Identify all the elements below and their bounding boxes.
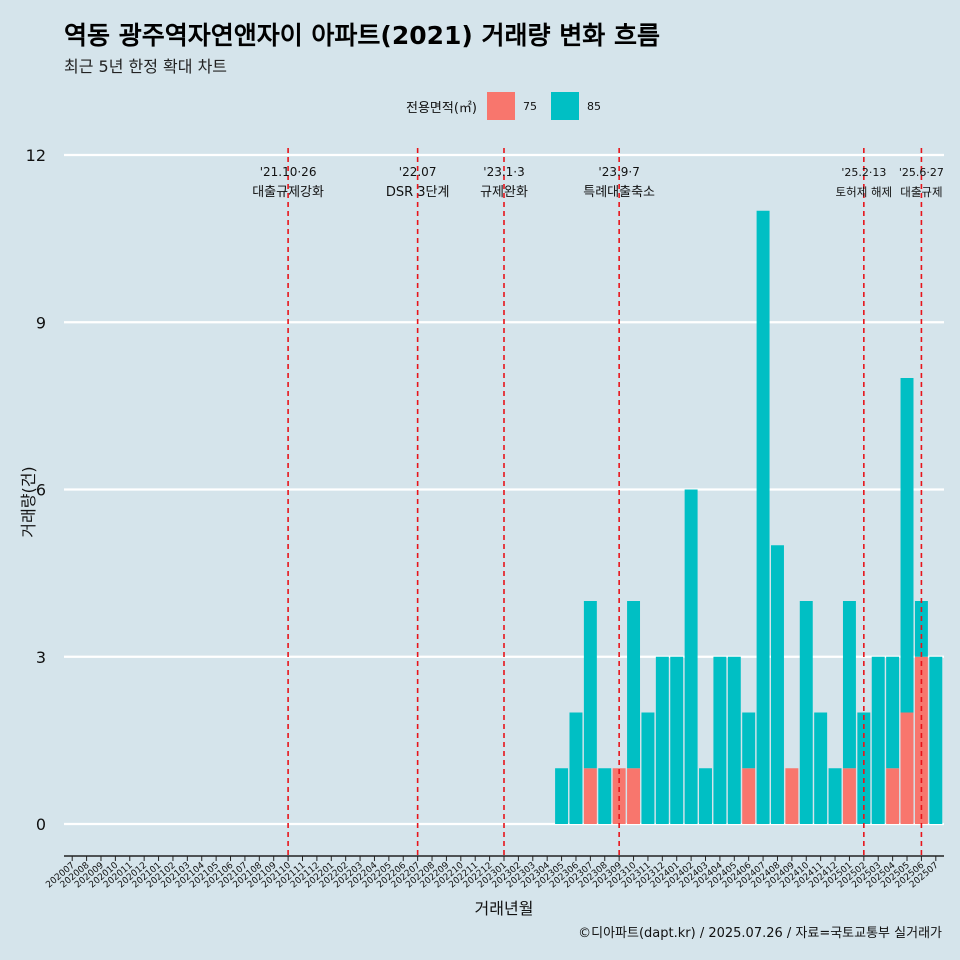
bar-85-202407	[756, 210, 770, 824]
legend-swatch-85	[550, 92, 579, 120]
event-label-0: 대출규제강화	[252, 185, 324, 200]
bar-85-202311	[641, 712, 655, 824]
bar-85-202412	[828, 768, 842, 824]
event-label-4: 토허제 해제	[836, 185, 893, 199]
event-date-3: '23.9·7	[598, 165, 639, 179]
event-label-2: 규제완화	[480, 185, 528, 200]
legend-title: 전용면적(㎡)	[406, 100, 477, 116]
bar-75-202310	[627, 768, 641, 824]
event-date-0: '21.10·26	[260, 165, 317, 179]
y-tick-label: 3	[36, 648, 46, 667]
bar-75-202501	[842, 768, 856, 824]
bar-85-202410	[799, 601, 813, 824]
bar-85-202503	[871, 656, 885, 824]
bar-75-202307	[583, 768, 597, 824]
event-date-5: '25.6·27	[899, 166, 944, 179]
y-tick-label: 6	[36, 481, 46, 500]
source-caption: ©디아파트(dapt.kr) / 2025.07.26 / 자료=국토교통부 실…	[578, 926, 942, 941]
bar-85-202310	[627, 601, 641, 769]
bar-85-202308	[598, 768, 612, 824]
event-date-1: '22.07	[399, 165, 437, 179]
chart-title: 역동 광주역자연앤자이 아파트(2021) 거래량 변화 흐름	[64, 21, 660, 50]
bar-85-202404	[713, 656, 727, 824]
chart-subtitle: 최근 5년 한정 확대 차트	[64, 57, 228, 76]
event-label-1: DSR 3단계	[386, 185, 450, 200]
legend-label-85: 85	[586, 99, 601, 113]
bar-85-202305	[555, 768, 569, 824]
legend-swatch-75	[486, 92, 515, 120]
bar-85-202504	[886, 656, 900, 769]
bar-85-202411	[814, 712, 828, 824]
bar-85-202408	[770, 545, 784, 824]
bar-85-202403	[699, 768, 712, 824]
bar-85-202406	[742, 712, 756, 769]
event-date-2: '23.1·3	[483, 165, 524, 179]
y-tick-label: 0	[36, 815, 46, 834]
event-label-3: 특례대출축소	[583, 185, 655, 200]
bar-75-202505	[900, 712, 914, 824]
bar-85-202502	[857, 712, 871, 824]
bar-85-202402	[684, 489, 698, 824]
event-date-4: '25.2·13	[841, 166, 886, 179]
bar-85-202307	[583, 601, 597, 769]
bar-85-202405	[727, 656, 741, 824]
bar-85-202306	[569, 712, 583, 824]
x-axis-title: 거래년월	[475, 899, 534, 918]
legend: 전용면적(㎡) 75 85	[406, 92, 615, 120]
bar-85-202312	[655, 656, 669, 824]
bar-75-202406	[742, 768, 756, 824]
y-tick-label: 9	[36, 313, 46, 332]
legend-label-75: 75	[522, 99, 537, 113]
bar-85-202505	[900, 378, 914, 713]
bar-85-202507	[929, 656, 943, 824]
bar-75-202504	[886, 768, 900, 824]
y-axis-title: 거래량(건)	[19, 466, 38, 537]
bar-85-202401	[670, 656, 684, 824]
bar-85-202501	[842, 601, 856, 769]
event-label-5: 대출규제	[900, 185, 942, 199]
bar-75-202409	[785, 768, 799, 824]
bar-75-202506	[914, 656, 928, 824]
y-tick-label: 12	[26, 146, 46, 165]
